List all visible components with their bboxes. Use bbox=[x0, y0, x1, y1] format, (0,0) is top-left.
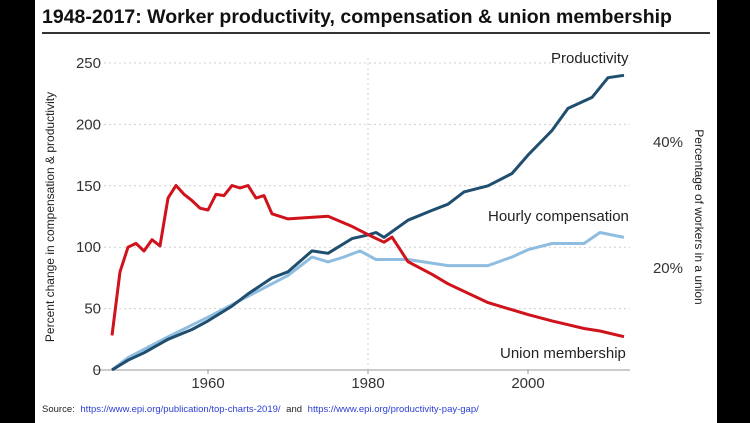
y-tick-label: 50 bbox=[84, 301, 101, 318]
series-line-hourly-compensation bbox=[111, 231, 625, 372]
source-joiner: and bbox=[286, 404, 302, 415]
x-tick-label: 2000 bbox=[511, 375, 544, 392]
source-note: Source: https://www.epi.org/publication/… bbox=[42, 404, 479, 415]
y2-tick-label: 20% bbox=[653, 260, 683, 277]
chart-title: 1948-2017: Worker productivity, compensa… bbox=[42, 6, 672, 28]
series-label-union-membership: Union membership bbox=[500, 345, 626, 362]
x-tick-label: 1980 bbox=[351, 375, 384, 392]
y-tick-label: 150 bbox=[76, 178, 101, 195]
x-tick-label: 1960 bbox=[191, 375, 224, 392]
y-axis-label: Percent change in compensation & product… bbox=[43, 92, 57, 342]
series-label-productivity: Productivity bbox=[551, 50, 629, 67]
series-line-productivity bbox=[111, 73, 625, 372]
y-tick-label: 200 bbox=[76, 116, 101, 133]
y-tick-label: 0 bbox=[93, 362, 101, 379]
series-label-hourly-compensation: Hourly compensation bbox=[488, 208, 629, 225]
y-tick-label: 250 bbox=[76, 55, 101, 72]
y2-axis-label: Percentage of workers in a union bbox=[692, 129, 706, 304]
chart-panel bbox=[35, 0, 717, 423]
source-prefix: Source: bbox=[42, 404, 75, 415]
series-line-union-membership bbox=[110, 184, 625, 339]
y2-tick-label: 40% bbox=[653, 134, 683, 151]
y-tick-label: 100 bbox=[76, 239, 101, 256]
source-link-2[interactable]: https://www.epi.org/productivity-pay-gap… bbox=[308, 404, 479, 415]
source-link-1[interactable]: https://www.epi.org/publication/top-char… bbox=[80, 404, 280, 415]
